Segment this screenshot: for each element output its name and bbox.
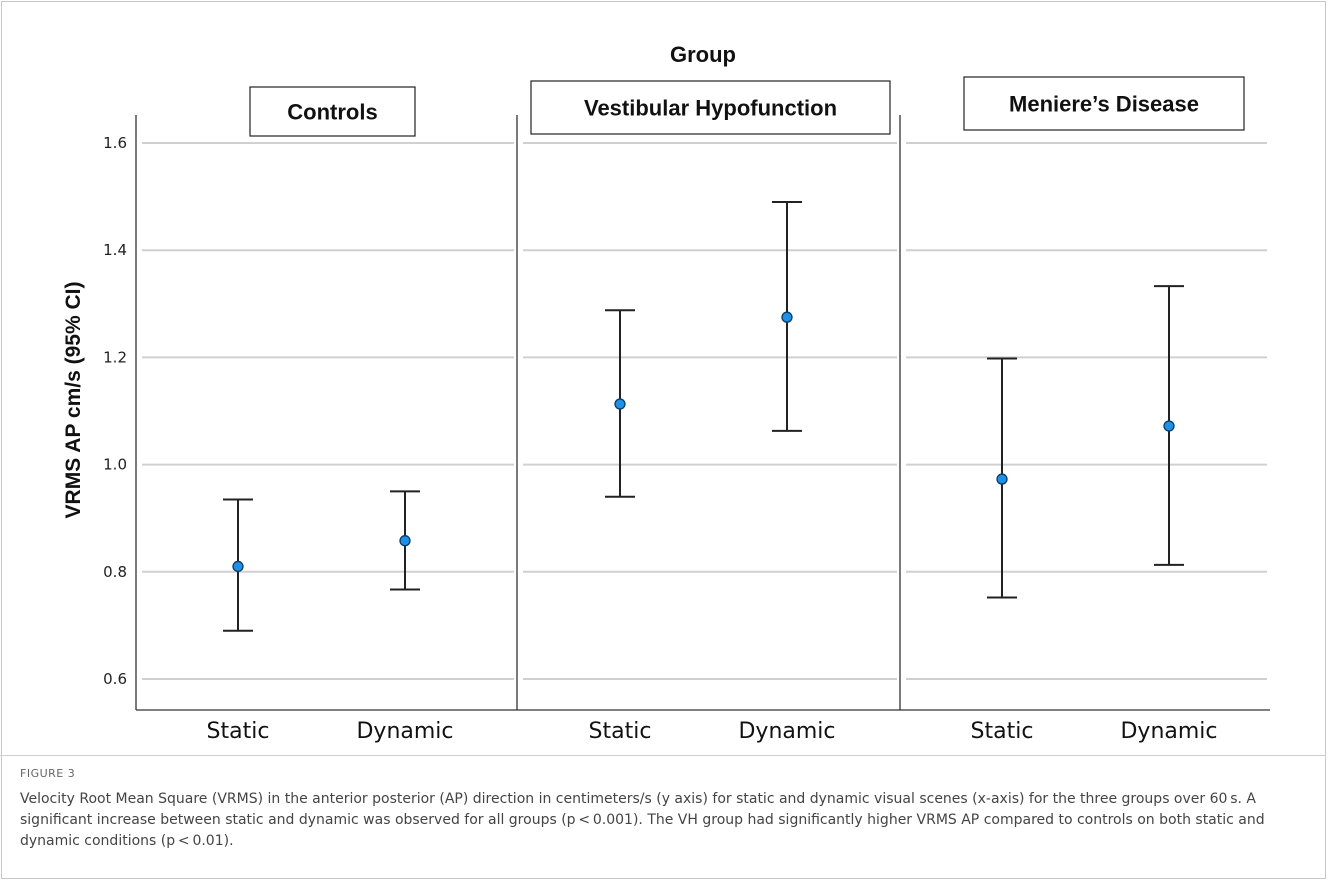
- mean-point: [781, 311, 793, 323]
- y-axis-label: VRMS AP cm/s (95% CI): [62, 282, 85, 519]
- x-tick-label: Static: [207, 719, 270, 744]
- y-tick-label: 1.4: [103, 241, 127, 259]
- mean-point: [399, 535, 411, 547]
- y-tick-label: 1.2: [103, 348, 127, 366]
- y-tick-label: 0.8: [103, 563, 127, 581]
- mean-point: [1163, 420, 1175, 432]
- y-tick-label: 1.0: [103, 456, 127, 474]
- figure-label: FIGURE 3: [20, 767, 76, 780]
- caption-divider: [0, 755, 1326, 756]
- panel-title-box: [530, 80, 891, 135]
- panel-title-box: [249, 86, 416, 137]
- mean-point: [996, 473, 1008, 485]
- x-tick-label: Static: [971, 719, 1034, 744]
- mean-point: [232, 560, 244, 573]
- plot-area: 0.6 0.8 1.0 1.2 1.4 1.6 Controls Static Dynamic V…: [103, 76, 1270, 744]
- panel-title: Meniere’s Disease: [1009, 92, 1199, 117]
- panel-title: Vestibular Hypofunction: [584, 96, 837, 121]
- mean-point: [614, 398, 626, 410]
- x-tick-label: Dynamic: [1120, 719, 1217, 744]
- y-tick-label: 0.6: [103, 670, 127, 688]
- x-tick-label: Dynamic: [738, 719, 835, 744]
- y-tick-label: 1.6: [103, 134, 127, 152]
- x-tick-label: Static: [589, 719, 652, 744]
- caption-text: Velocity Root Mean Square (VRMS) in the …: [20, 791, 1265, 849]
- x-tick-label: Dynamic: [356, 719, 453, 744]
- error-bar-chart: Group VRMS AP cm/s (95% CI) 0.6 0.8 1.0 1.2…: [62, 42, 1270, 744]
- group-axis-title: Group: [670, 42, 736, 67]
- panel-title: Controls: [287, 100, 377, 125]
- panel-title-box: [963, 76, 1245, 131]
